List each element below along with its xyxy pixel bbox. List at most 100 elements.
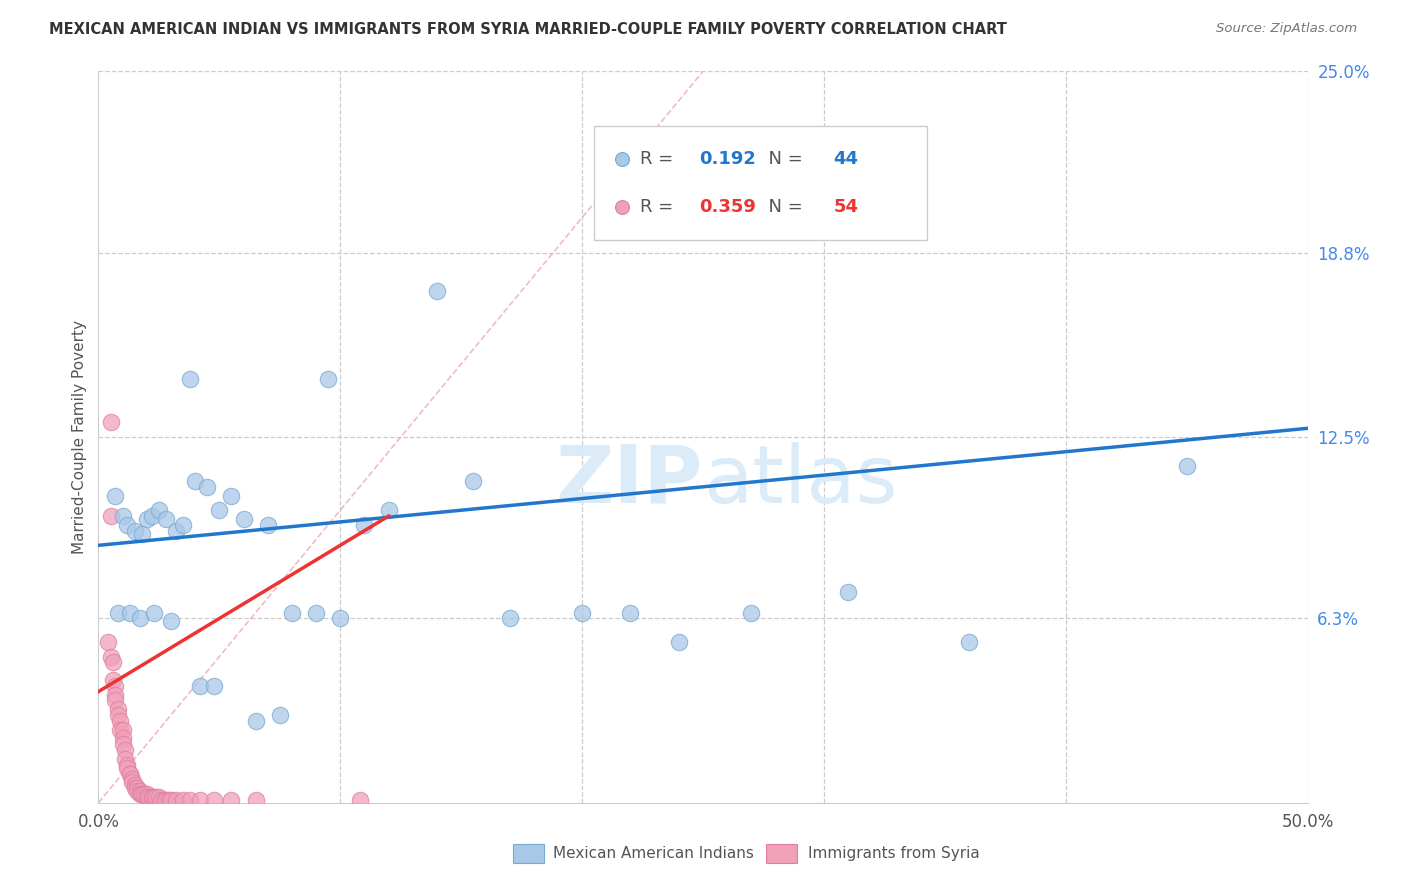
Point <box>143 606 166 620</box>
Y-axis label: Married-Couple Family Poverty: Married-Couple Family Poverty <box>72 320 87 554</box>
Point <box>619 606 641 620</box>
Text: □: □ <box>524 842 544 862</box>
Text: 54: 54 <box>834 198 859 216</box>
Point <box>498 611 520 625</box>
Point <box>135 512 157 526</box>
Point <box>188 793 211 807</box>
Text: ZIP: ZIP <box>555 442 703 520</box>
Point <box>107 606 129 620</box>
Point <box>104 693 127 707</box>
Point <box>104 688 127 702</box>
Point <box>128 787 150 801</box>
Point <box>349 793 371 807</box>
Text: atlas: atlas <box>703 442 897 520</box>
Text: Mexican American Indians: Mexican American Indians <box>553 847 754 861</box>
Text: Source: ZipAtlas.com: Source: ZipAtlas.com <box>1216 22 1357 36</box>
Point <box>117 517 139 532</box>
Point <box>204 793 226 807</box>
Point <box>172 793 194 807</box>
Point <box>208 503 231 517</box>
Point <box>152 793 174 807</box>
Text: R =: R = <box>640 150 679 168</box>
Point <box>353 517 375 532</box>
Point <box>128 784 150 798</box>
Point <box>127 781 149 796</box>
Point <box>114 743 136 757</box>
Point <box>155 512 177 526</box>
Text: 0.192: 0.192 <box>699 150 756 168</box>
Point <box>121 775 143 789</box>
Text: MEXICAN AMERICAN INDIAN VS IMMIGRANTS FROM SYRIA MARRIED-COUPLE FAMILY POVERTY C: MEXICAN AMERICAN INDIAN VS IMMIGRANTS FR… <box>49 22 1007 37</box>
Point <box>204 679 226 693</box>
Point <box>160 615 183 629</box>
Point <box>184 474 207 488</box>
Point <box>118 766 141 780</box>
Point <box>111 731 134 746</box>
Point <box>463 474 485 488</box>
Text: N =: N = <box>758 198 808 216</box>
Point <box>135 789 157 804</box>
Point <box>150 793 173 807</box>
Point <box>377 503 399 517</box>
Point <box>1175 459 1198 474</box>
Point <box>221 793 243 807</box>
Point <box>145 789 167 804</box>
Point <box>155 793 177 807</box>
Point <box>100 509 122 524</box>
Point <box>101 656 124 670</box>
Point <box>97 635 120 649</box>
Point <box>245 793 267 807</box>
Point <box>124 778 146 792</box>
Point <box>131 526 153 541</box>
Point <box>143 789 166 804</box>
Text: N =: N = <box>758 150 808 168</box>
Point <box>232 512 254 526</box>
Point <box>160 793 183 807</box>
Point <box>108 723 131 737</box>
Point <box>571 606 593 620</box>
Point <box>135 787 157 801</box>
Point <box>679 167 702 181</box>
Point <box>148 503 170 517</box>
Point <box>957 635 980 649</box>
Point <box>108 714 131 728</box>
Point <box>101 673 124 687</box>
Point <box>740 606 762 620</box>
Point <box>157 793 180 807</box>
Point <box>111 737 134 751</box>
Point <box>165 524 187 538</box>
Point <box>305 606 328 620</box>
Point <box>131 787 153 801</box>
Point <box>172 517 194 532</box>
Point <box>118 766 141 780</box>
Point <box>141 789 163 804</box>
Point <box>131 787 153 801</box>
Point <box>221 489 243 503</box>
Point <box>668 635 690 649</box>
Point <box>141 789 163 804</box>
Point <box>107 702 129 716</box>
Point <box>121 772 143 787</box>
Point <box>114 752 136 766</box>
Point <box>281 606 304 620</box>
Point <box>104 489 127 503</box>
Point <box>426 284 449 298</box>
Point <box>124 781 146 796</box>
Point <box>188 679 211 693</box>
Point <box>179 371 201 385</box>
Point <box>148 789 170 804</box>
Point <box>179 793 201 807</box>
Point <box>329 611 352 625</box>
Point <box>141 509 163 524</box>
Text: 0.359: 0.359 <box>699 198 756 216</box>
Text: Immigrants from Syria: Immigrants from Syria <box>808 847 980 861</box>
Point <box>104 679 127 693</box>
Point <box>100 649 122 664</box>
Point <box>256 517 278 532</box>
Point <box>127 784 149 798</box>
Point <box>316 371 339 385</box>
Point <box>138 789 160 804</box>
Point <box>117 757 139 772</box>
FancyBboxPatch shape <box>595 126 927 240</box>
Point <box>111 723 134 737</box>
